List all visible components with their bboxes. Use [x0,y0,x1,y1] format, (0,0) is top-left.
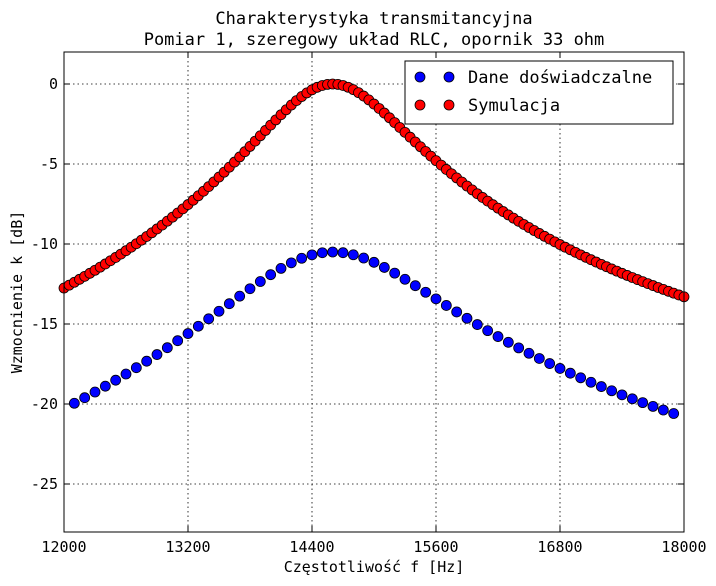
experimental-point [420,286,432,298]
chart-subtitle: Pomiar 1, szeregowy układ RLC, opornik 3… [144,30,605,50]
plot-frame [63,51,685,533]
experimental-point [285,257,297,269]
experimental-point [161,342,173,354]
experimental-point [316,247,328,259]
experimental-point [544,358,556,369]
experimental-point [492,331,504,342]
experimental-point [275,262,287,274]
experimental-point [368,256,380,268]
experimental-point [595,381,607,392]
experimental-point [626,393,638,405]
experimental-point [606,385,618,397]
legend-marker-dane [443,71,455,83]
x-axis-label: Częstotliwość f [Hz] [284,558,465,576]
experimental-point [440,300,452,311]
experimental-point [337,247,349,259]
experimental-point [203,313,215,325]
experimental-point [523,347,535,359]
experimental-point [451,306,463,318]
x-tick-label: 14400 [289,538,334,556]
experimental-point [637,397,649,409]
legend-label-symulacja: Symulacja [468,96,560,116]
experimental-point [99,380,111,392]
experimental-point [223,298,235,310]
experimental-point [68,397,80,409]
experimental-point [668,408,680,419]
experimental-point [389,267,401,279]
experimental-point [306,249,318,261]
experimental-point [347,249,359,261]
y-tick-label: -5 [40,155,58,173]
experimental-point [265,269,277,281]
experimental-point [244,283,256,295]
experimental-point [471,319,483,330]
experimental-point [564,367,576,379]
experimental-point [482,325,494,337]
experimental-point [120,368,132,380]
legend-marker-dane [414,71,426,83]
experimental-point [430,293,442,305]
experimental-point [110,374,122,386]
x-tick-label: 15600 [413,538,458,556]
legend-marker-symulacja [414,99,426,111]
y-tick-label: -10 [31,235,58,253]
experimental-point [378,262,390,273]
y-tick-label: -20 [31,395,58,413]
y-tick-label: -15 [31,315,58,333]
legend-label-dane: Dane doświadczalne [468,68,652,88]
experimental-point [647,400,659,412]
experimental-point [234,290,246,302]
experimental-point [172,335,184,347]
experimental-point [182,328,194,339]
experimental-point [151,349,163,360]
x-tick-label: 13200 [165,538,210,556]
data-points [58,78,690,419]
grid [64,52,684,532]
experimental-point [533,353,545,364]
chart-title: Charakterystyka transmitancyjna [215,9,532,29]
legend: Dane doświadczalne Symulacja [404,60,674,125]
experimental-point [502,336,514,348]
experimental-point [399,273,411,285]
experimental-point [296,252,308,264]
experimental-point [616,389,628,401]
tick-labels: 12000 13200 14400 15600 16800 18000 0 -5 -10 -15 -… [31,75,707,556]
y-tick-label: 0 [49,75,58,93]
y-tick-label: -25 [31,475,58,493]
experimental-point [585,376,597,388]
x-tick-label: 12000 [41,538,86,556]
experimental-point [130,362,142,374]
legend-frame [404,60,674,125]
experimental-point [327,246,339,258]
y-axis-label: Wzmocnienie k [dB] [8,211,26,374]
experimental-point [409,280,421,292]
experimental-point [254,276,266,287]
experimental-point [358,252,370,264]
experimental-point [141,355,153,367]
experimental-point [575,372,587,384]
experimental-point [513,342,525,354]
experimental-point [89,386,101,398]
x-tick-label: 18000 [661,538,706,556]
experimental-point [213,305,225,317]
x-tick-label: 16800 [537,538,582,556]
legend-marker-symulacja [443,99,455,111]
experimental-point [657,404,669,416]
experimental-point [461,312,473,324]
experimental-point [192,320,204,332]
experimental-point [554,363,566,374]
experimental-point [79,392,91,404]
